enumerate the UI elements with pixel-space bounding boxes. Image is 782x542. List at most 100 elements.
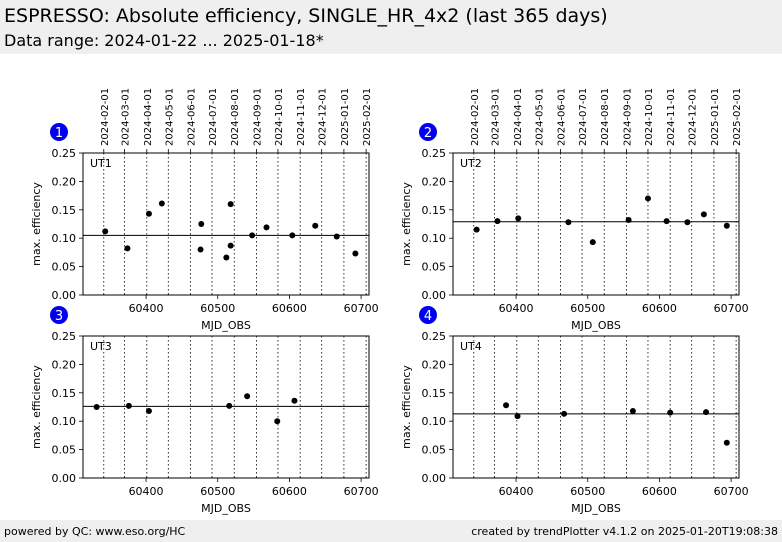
- date-tick-label: 2024-02-01: [100, 88, 111, 146]
- date-tick-label: 2024-06-01: [187, 88, 198, 146]
- data-point: [227, 201, 234, 208]
- y-tick-label: 0.20: [422, 175, 447, 188]
- data-point: [494, 218, 501, 225]
- date-tick-label: 2024-05-01: [164, 88, 175, 146]
- panel-number-label: 3: [55, 309, 63, 324]
- y-axis-label: max. efficiency: [400, 365, 413, 449]
- y-tick-label: 0.25: [422, 330, 447, 343]
- y-tick-label: 0.10: [52, 415, 77, 428]
- x-tick-label: 60500: [570, 302, 605, 315]
- data-point: [274, 418, 281, 425]
- panel-label: UT2: [460, 157, 482, 170]
- y-tick-label: 0.10: [422, 232, 447, 245]
- footer-bar: powered by QC: www.eso.org/HC created by…: [0, 520, 782, 542]
- panel-label: UT1: [90, 157, 112, 170]
- data-point: [93, 404, 100, 410]
- x-tick-label: 60700: [344, 302, 379, 315]
- y-tick-label: 0.15: [52, 387, 77, 400]
- data-point: [333, 233, 340, 240]
- x-axis-label: MJD_OBS: [201, 502, 251, 515]
- x-tick-label: 60700: [714, 485, 749, 498]
- footer-created-by: created by trendPlotter v4.1.2 on 2025-0…: [471, 525, 778, 538]
- data-point: [561, 410, 568, 417]
- y-axis-label: max. efficiency: [30, 365, 43, 449]
- y-tick-label: 0.05: [52, 444, 77, 457]
- data-point: [503, 402, 510, 409]
- date-tick-label: 2024-07-01: [578, 88, 589, 146]
- y-axis-label: max. efficiency: [30, 182, 43, 266]
- date-tick-label: 2025-02-01: [732, 88, 743, 146]
- y-tick-label: 0.25: [52, 330, 77, 343]
- y-tick-label: 0.05: [52, 261, 77, 274]
- x-axis-label: MJD_OBS: [571, 502, 621, 515]
- x-tick-label: 60600: [642, 485, 677, 498]
- data-point: [263, 224, 270, 231]
- data-point: [291, 397, 298, 404]
- date-tick-label: 2024-12-01: [688, 88, 699, 146]
- data-point: [124, 245, 131, 252]
- date-tick-label: 2024-04-01: [143, 88, 154, 146]
- y-tick-label: 0.05: [422, 261, 447, 274]
- plot-frame: [82, 335, 370, 479]
- date-tick-label: 2024-11-01: [666, 88, 677, 146]
- plot-frame: [452, 335, 740, 479]
- data-point: [145, 407, 152, 414]
- header-bar: ESPRESSO: Absolute efficiency, SINGLE_HR…: [0, 0, 782, 54]
- x-tick-label: 60500: [570, 485, 605, 498]
- data-point: [684, 219, 691, 226]
- x-tick-label: 60700: [344, 485, 379, 498]
- x-tick-label: 60600: [272, 302, 307, 315]
- date-tick-label: 2024-04-01: [513, 88, 524, 146]
- date-tick-label: 2025-01-01: [340, 88, 351, 146]
- x-tick-label: 60400: [129, 485, 164, 498]
- x-tick-label: 60700: [714, 302, 749, 315]
- data-point: [249, 232, 256, 239]
- date-tick-label: 2024-09-01: [622, 88, 633, 146]
- panel-number-badge: [419, 306, 437, 324]
- date-tick-label: 2024-02-01: [470, 88, 481, 146]
- y-tick-label: 0.20: [52, 175, 77, 188]
- data-point: [565, 219, 572, 226]
- data-point: [515, 215, 522, 222]
- page-title: ESPRESSO: Absolute efficiency, SINGLE_HR…: [4, 5, 608, 27]
- panel-label: UT3: [90, 340, 112, 353]
- data-point: [703, 409, 710, 416]
- y-tick-label: 0.20: [422, 358, 447, 371]
- data-point: [226, 402, 233, 409]
- data-point: [197, 246, 204, 253]
- date-tick-label: 2024-06-01: [557, 88, 568, 146]
- x-tick-label: 60600: [642, 302, 677, 315]
- y-tick-label: 0.00: [52, 472, 77, 485]
- data-point: [667, 409, 674, 416]
- x-tick-label: 60400: [129, 302, 164, 315]
- data-point: [473, 226, 480, 233]
- data-range-subtitle: Data range: 2024-01-22 ... 2025-01-18*: [4, 31, 324, 50]
- data-point: [198, 221, 205, 227]
- y-tick-label: 0.00: [52, 289, 77, 302]
- footer-powered-by: powered by QC: www.eso.org/HC: [4, 525, 186, 538]
- date-tick-label: 2024-05-01: [534, 88, 545, 146]
- y-tick-label: 0.05: [422, 444, 447, 457]
- x-tick-label: 60500: [200, 302, 235, 315]
- y-tick-label: 0.15: [422, 204, 447, 217]
- panel-number-label: 1: [55, 126, 63, 141]
- data-point: [629, 407, 636, 414]
- date-tick-label: 2024-08-01: [230, 88, 241, 146]
- data-point: [723, 439, 730, 446]
- x-axis-label: MJD_OBS: [201, 319, 251, 332]
- date-tick-label: 2024-10-01: [274, 88, 285, 146]
- data-point: [102, 228, 109, 235]
- y-tick-label: 0.25: [52, 147, 77, 160]
- data-point: [145, 210, 152, 217]
- date-tick-label: 2024-12-01: [318, 88, 329, 146]
- panel-label: UT4: [460, 340, 482, 353]
- panel-number-badge: [50, 306, 68, 324]
- date-tick-label: 2024-08-01: [600, 88, 611, 146]
- data-point: [723, 222, 730, 229]
- date-tick-label: 2024-03-01: [121, 88, 132, 146]
- x-tick-label: 60500: [200, 485, 235, 498]
- x-tick-label: 60600: [272, 485, 307, 498]
- x-tick-label: 60400: [499, 485, 534, 498]
- panel-number-badge: [50, 123, 68, 141]
